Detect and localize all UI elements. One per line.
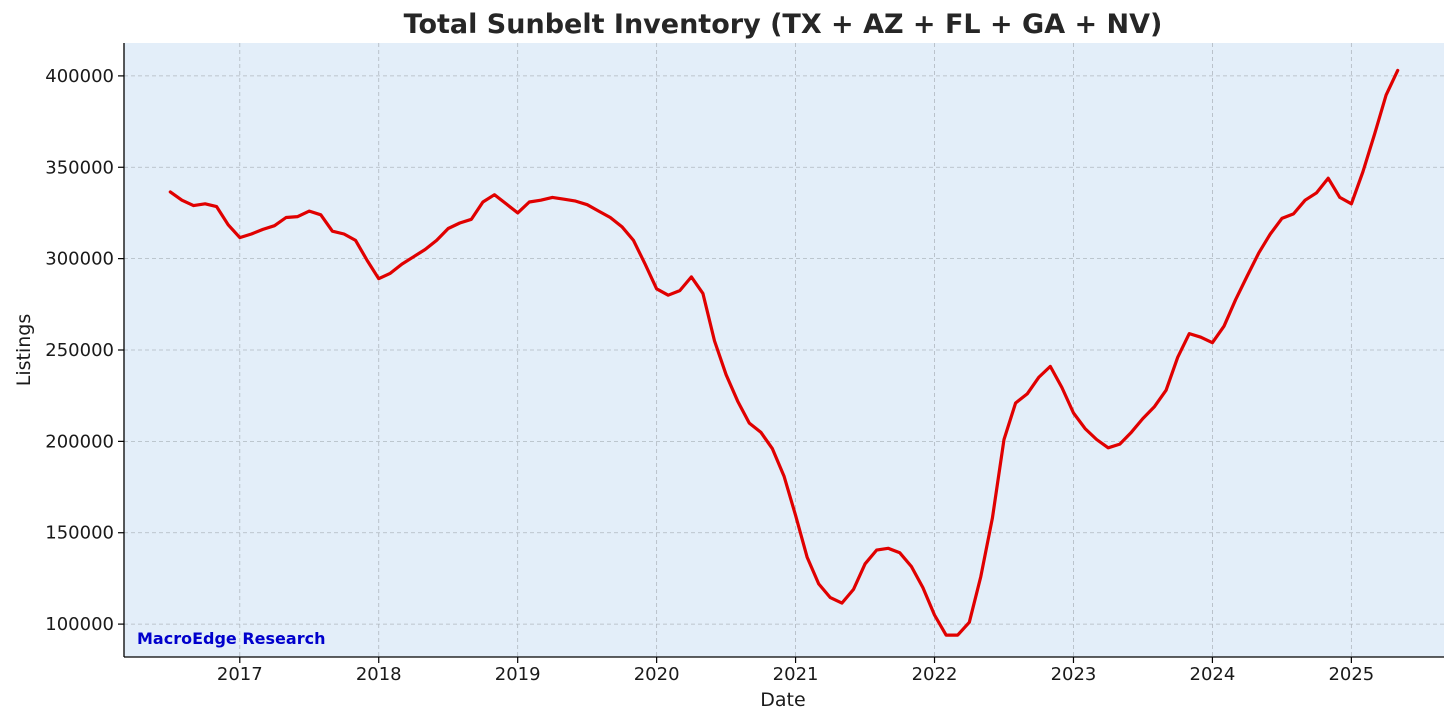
y-tick-label: 300000 [45,249,114,270]
watermark-label: MacroEdge Research [137,629,325,648]
x-tick-label: 2023 [1051,664,1097,685]
x-tick-label: 2018 [356,664,402,685]
y-axis-ticks: 100000 150000 200000 250000 300000 350000 4000… [45,66,124,635]
x-tick-label: 2024 [1190,664,1236,685]
y-axis-label: Listings [13,314,35,387]
y-tick-label: 400000 [45,66,114,87]
x-tick-label: 2020 [634,664,680,685]
chart-title: Total Sunbelt Inventory (TX + AZ + FL + … [404,9,1163,40]
x-tick-label: 2017 [217,664,263,685]
y-tick-label: 250000 [45,340,114,361]
x-tick-label: 2021 [773,664,819,685]
x-axis-label: Date [760,689,805,711]
y-tick-label: 100000 [45,614,114,635]
grid-lines [124,43,1444,657]
x-tick-label: 2019 [495,664,541,685]
y-tick-label: 350000 [45,157,114,178]
x-axis-ticks: 2017 2018 2019 2020 2021 2022 2023 2024 2025 [217,657,1374,685]
series-group [168,68,1400,637]
x-tick-label: 2025 [1328,664,1374,685]
y-tick-label: 200000 [45,431,114,452]
series-line-0 [168,68,1400,637]
y-tick-label: 150000 [45,523,114,544]
x-tick-label: 2022 [912,664,958,685]
